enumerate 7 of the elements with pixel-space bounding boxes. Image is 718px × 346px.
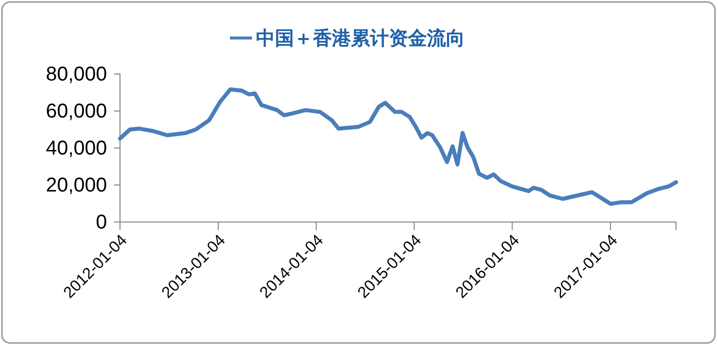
y-tick-label: 20,000 (46, 174, 107, 196)
y-tick-label: 80,000 (46, 63, 107, 86)
y-tick-label: 60,000 (46, 100, 107, 122)
legend-label: 中国＋香港累计资金流向 (256, 28, 465, 50)
y-tick-label: 0 (96, 211, 107, 234)
line-series (118, 87, 678, 206)
y-tick-label: 40,000 (46, 137, 107, 160)
